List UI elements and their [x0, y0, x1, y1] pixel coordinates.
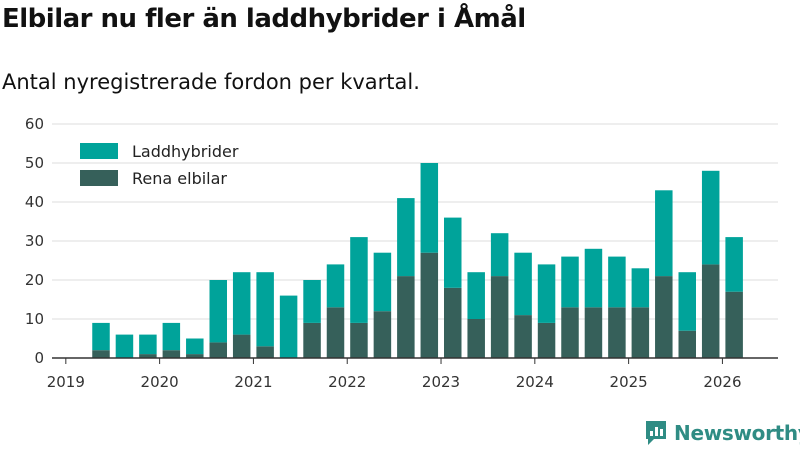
bar-laddhybrider [420, 163, 439, 253]
y-tick-label: 60 [25, 115, 44, 133]
bar-laddhybrider [584, 248, 603, 308]
bar-rena-elbilar [373, 311, 392, 358]
bar-rena-elbilar [350, 322, 368, 358]
bar-rena-elbilar [584, 307, 603, 358]
x-tick-label: 2019 [47, 373, 85, 391]
y-tick-label: 50 [25, 154, 44, 172]
bar-laddhybrider [537, 264, 556, 323]
bar-rena-elbilar [92, 350, 110, 358]
x-tick-label: 2022 [328, 373, 366, 391]
bar-rena-elbilar [561, 307, 579, 358]
bar-rena-elbilar [397, 276, 415, 358]
bar-laddhybrider [655, 190, 673, 277]
bar-laddhybrider [514, 252, 532, 316]
bar-laddhybrider [678, 272, 696, 331]
bar-rena-elbilar [537, 322, 556, 358]
x-axis-ticks: 2019 2020 2021 2022 2023 2024 2025 2026 [47, 358, 742, 391]
bar-laddhybrider [397, 198, 415, 277]
bar-laddhybrider [209, 280, 227, 343]
bar-rena-elbilar [701, 264, 720, 358]
bar-rena-elbilar [514, 315, 532, 358]
bar-laddhybrider [444, 217, 462, 288]
x-tick-label: 2021 [234, 373, 272, 391]
bar-laddhybrider [326, 264, 345, 308]
x-tick-label: 2020 [141, 373, 179, 391]
bar-laddhybrider [92, 322, 110, 351]
y-tick-label: 40 [25, 193, 44, 211]
bar-laddhybrider [139, 334, 157, 355]
bar-rena-elbilar [444, 287, 462, 358]
bar-laddhybrider [186, 338, 204, 355]
brand-name: Newsworthy [674, 421, 800, 445]
y-tick-label: 30 [25, 232, 44, 250]
bar-rena-elbilar [209, 342, 227, 358]
bar-rena-elbilar [655, 276, 673, 358]
x-tick-label: 2026 [703, 373, 741, 391]
bar-laddhybrider [232, 272, 251, 335]
y-tick-label: 20 [25, 271, 44, 289]
bar-rena-elbilar [186, 354, 204, 358]
bar-rena-elbilar [256, 346, 274, 358]
bar-rena-elbilar [232, 334, 251, 358]
bar-rena-elbilar [467, 319, 485, 358]
bar-rena-elbilar [678, 330, 696, 358]
bar-rena-elbilar [725, 291, 743, 358]
bar-laddhybrider [725, 237, 743, 292]
y-tick-label: 10 [25, 310, 44, 328]
x-tick-label: 2023 [422, 373, 460, 391]
bar-laddhybrider [279, 295, 298, 358]
bar-rena-elbilar [608, 307, 626, 358]
bar-laddhybrider [490, 233, 509, 277]
bar-rena-elbilar [631, 307, 650, 358]
bar-rena-elbilar [420, 252, 439, 358]
bar-laddhybrider [115, 334, 134, 358]
y-axis-ticks: 0 10 20 30 40 50 60 [25, 115, 44, 367]
bar-rena-elbilar [490, 276, 509, 358]
bar-rena-elbilar [326, 307, 345, 358]
legend-swatch [80, 170, 118, 186]
legend-label: Rena elbilar [132, 169, 227, 188]
x-tick-label: 2025 [610, 373, 648, 391]
y-tick-label: 0 [34, 349, 44, 367]
legend-label: Laddhybrider [132, 142, 239, 161]
legend-swatch [80, 143, 118, 159]
bar-rena-elbilar [139, 354, 157, 358]
bar-rena-elbilar [303, 322, 321, 358]
bar-laddhybrider [373, 252, 392, 312]
newsworthy-chart-icon [646, 421, 666, 445]
bar-laddhybrider [701, 170, 720, 265]
bar-rena-elbilar [162, 350, 181, 358]
x-tick-label: 2024 [516, 373, 554, 391]
bar-laddhybrider [256, 272, 274, 347]
chart-title: Elbilar nu fler än laddhybrider i Åmål [2, 4, 526, 34]
bar-laddhybrider [303, 280, 321, 323]
bar-laddhybrider [561, 256, 579, 308]
newsworthy-logo: Newsworthy [644, 418, 800, 448]
chart-subtitle: Antal nyregistrerade fordon per kvartal. [2, 70, 420, 94]
bar-laddhybrider [467, 272, 485, 319]
bar-laddhybrider [350, 237, 368, 323]
legend: Laddhybrider Rena elbilar [80, 142, 239, 188]
bar-laddhybrider [162, 322, 181, 351]
bars [92, 163, 743, 358]
bar-laddhybrider [608, 256, 626, 308]
bar-laddhybrider [631, 268, 650, 308]
